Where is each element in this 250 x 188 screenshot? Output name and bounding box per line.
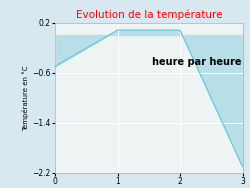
- Text: heure par heure: heure par heure: [152, 57, 242, 67]
- Y-axis label: Température en °C: Température en °C: [22, 65, 30, 130]
- Title: Evolution de la température: Evolution de la température: [76, 10, 222, 20]
